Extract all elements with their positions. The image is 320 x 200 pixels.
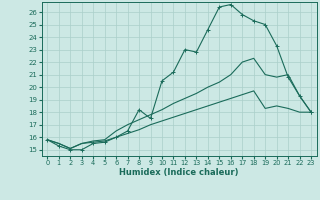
X-axis label: Humidex (Indice chaleur): Humidex (Indice chaleur) [119, 168, 239, 177]
